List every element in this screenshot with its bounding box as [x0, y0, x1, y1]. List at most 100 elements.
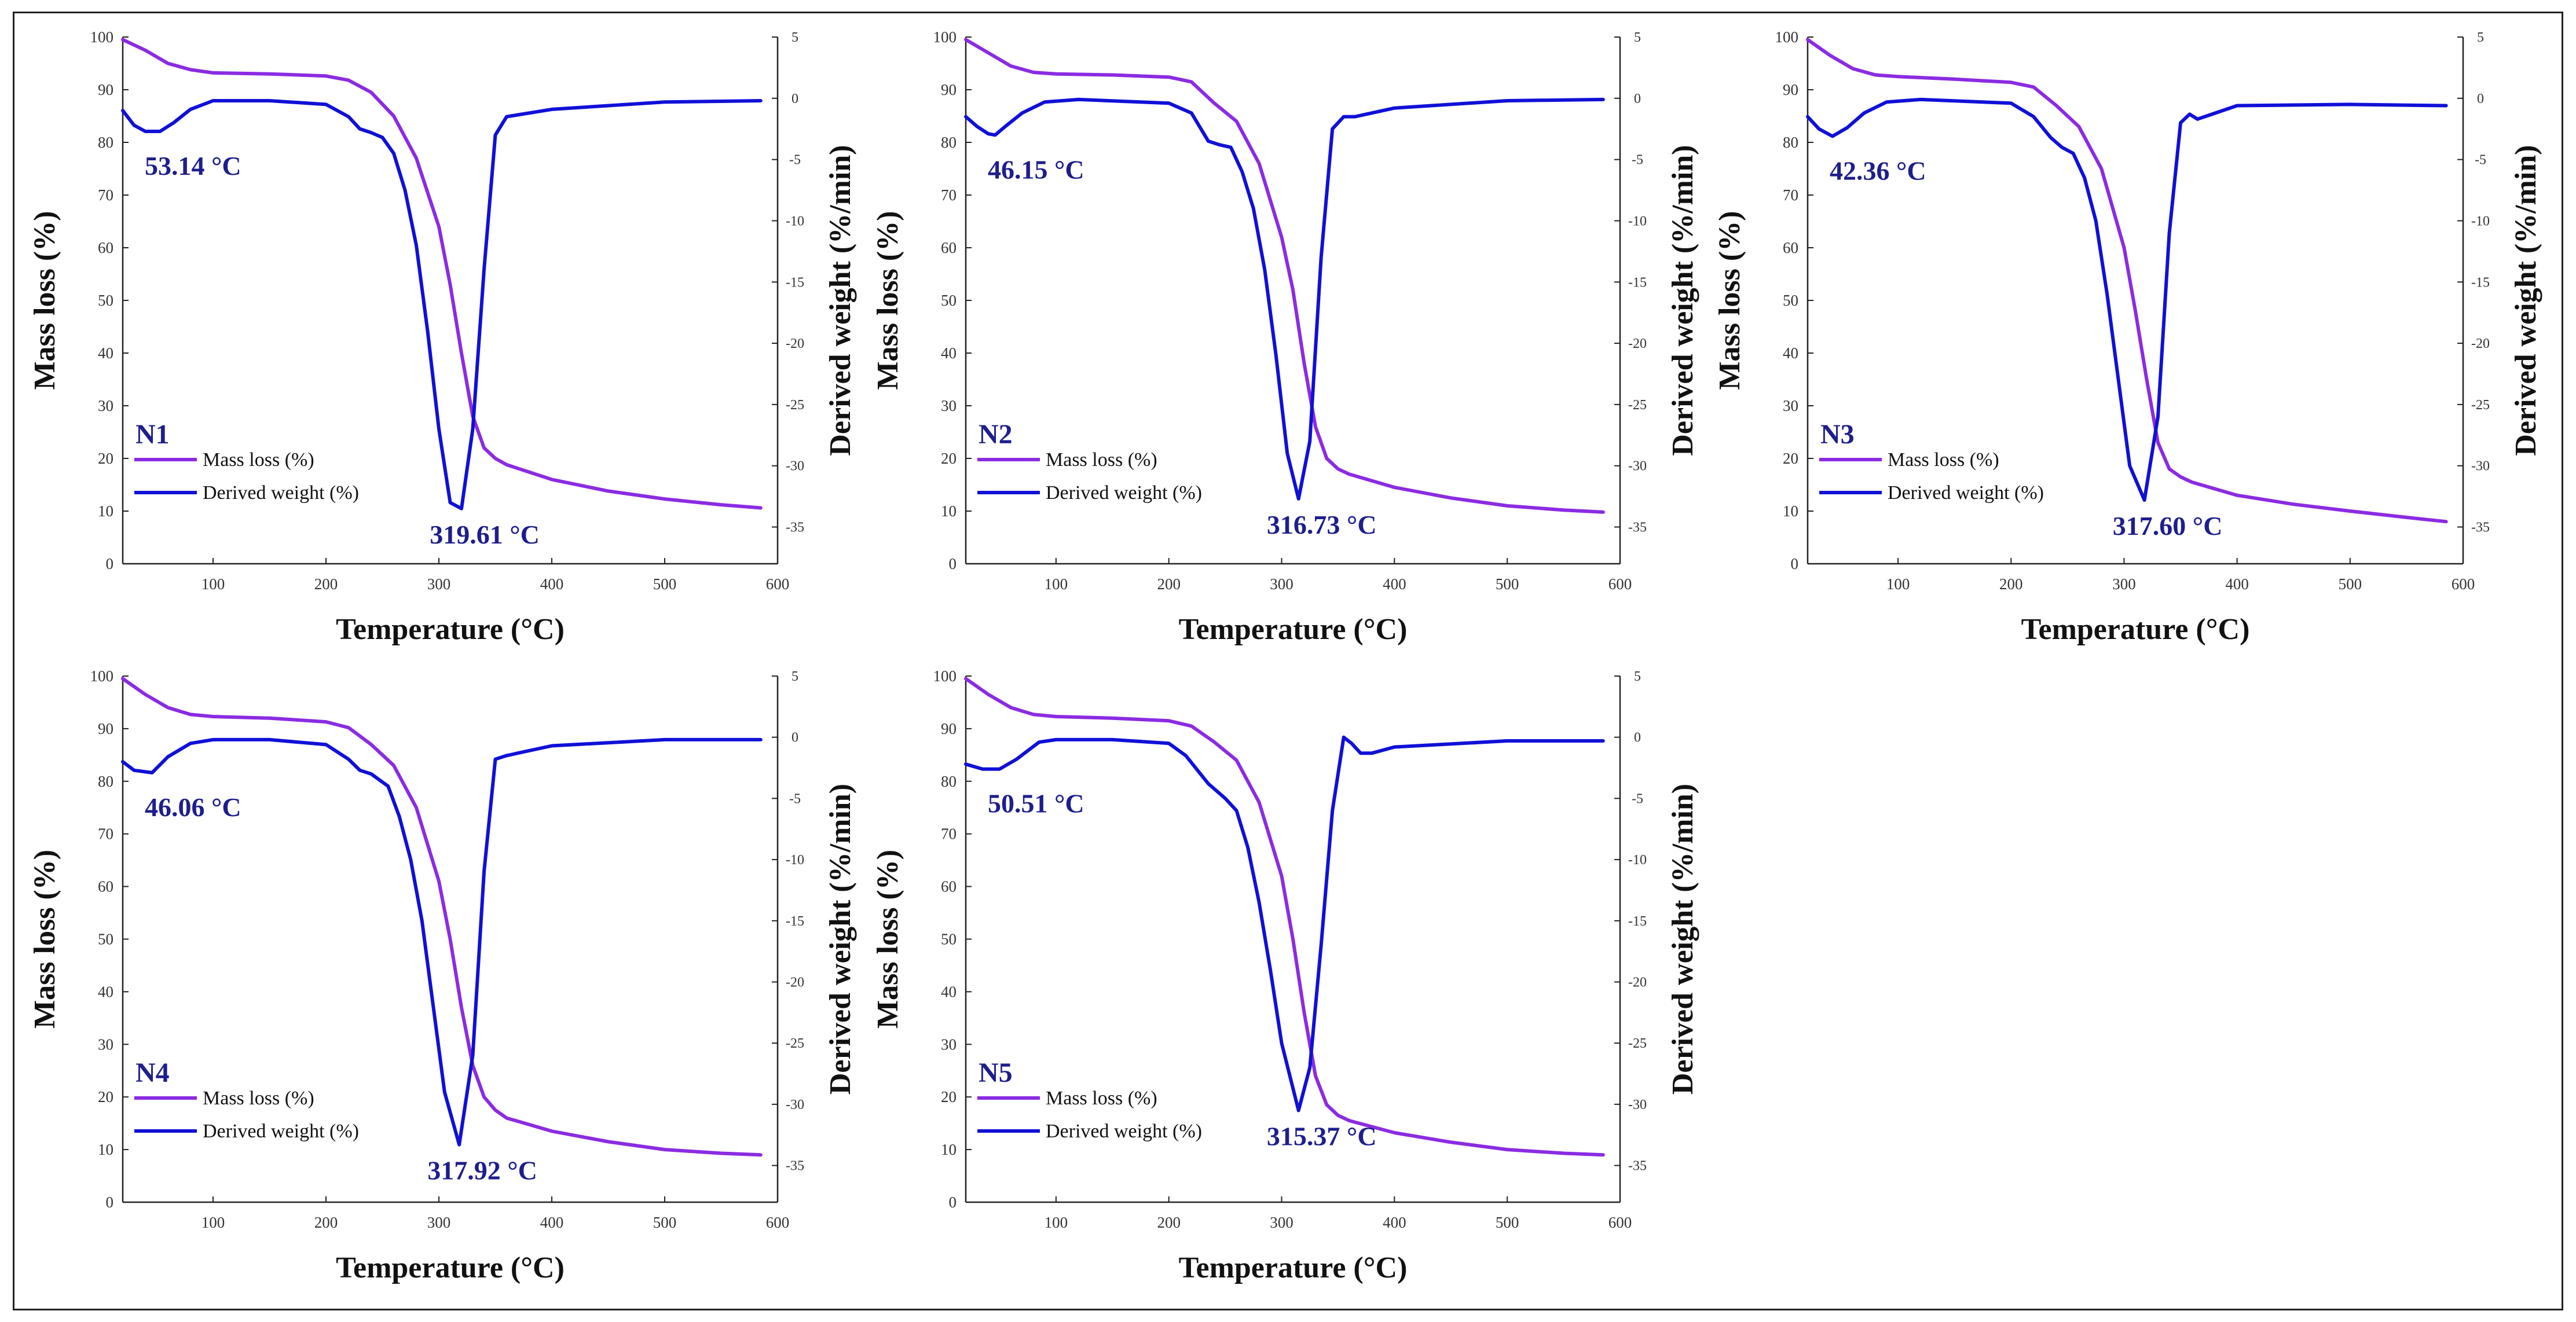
- right-tick-label: -30: [1628, 459, 1647, 474]
- left-tick-label: 0: [106, 555, 114, 572]
- bottom-tick-label: 500: [653, 1214, 677, 1231]
- bottom-tick-label: 500: [2339, 575, 2362, 593]
- bottom-tick-label: 600: [766, 575, 790, 593]
- derived-weight-series: [964, 97, 1605, 501]
- bottom-tick-label: 400: [540, 575, 564, 593]
- left-tick-label: 20: [1783, 450, 1798, 467]
- right-tick-label: -25: [1628, 1036, 1647, 1051]
- legend-label-mass: Mass loss (%): [1046, 1088, 1157, 1109]
- right-tick-label: -20: [786, 336, 804, 351]
- left-tick-label: 50: [98, 931, 113, 948]
- bottom-tick-label: 300: [2112, 575, 2136, 593]
- left-tick-label: 50: [941, 292, 957, 309]
- right-tick-label: 0: [1634, 730, 1641, 746]
- right-tick-label: -35: [786, 520, 804, 535]
- right-tick-label: -20: [2471, 336, 2490, 351]
- x-axis-label: Temperature (°C): [1179, 1251, 1408, 1284]
- bottom-tick-label: 600: [2452, 575, 2475, 593]
- left-tick-label: 90: [941, 720, 957, 737]
- y-axis-label: Mass loss (%): [28, 211, 61, 390]
- low-peak-annotation: 50.51 °C: [988, 789, 1084, 818]
- right-tick-label: -25: [1628, 398, 1647, 413]
- left-tick-label: 0: [106, 1194, 114, 1211]
- right-tick-label: -20: [1628, 975, 1647, 990]
- mass-loss-series: [964, 38, 1605, 514]
- bottom-tick-label: 300: [1270, 1214, 1294, 1231]
- right-tick-label: -10: [1628, 853, 1647, 868]
- y2-axis-label: Derived weight (%/min): [824, 784, 857, 1095]
- left-tick-label: 10: [1783, 502, 1798, 520]
- bottom-tick-label: 400: [1383, 575, 1406, 593]
- bottom-tick-label: 100: [201, 1214, 225, 1231]
- left-tick-label: 30: [98, 397, 113, 414]
- bottom-tick-label: 300: [1270, 575, 1294, 593]
- right-tick-label: -30: [786, 459, 804, 474]
- left-tick-label: 40: [941, 344, 957, 362]
- left-tick-label: 50: [941, 931, 957, 948]
- panel-label: N5: [979, 1057, 1013, 1088]
- left-tick-label: 30: [941, 1035, 957, 1053]
- bottom-tick-label: 600: [1608, 575, 1632, 593]
- left-tick-label: 20: [98, 450, 113, 467]
- right-tick-label: -5: [1632, 791, 1643, 806]
- left-tick-label: 40: [98, 344, 113, 362]
- left-tick-label: 0: [949, 555, 957, 572]
- right-tick-label: -10: [786, 214, 804, 229]
- y-axis-label: Mass loss (%): [871, 850, 904, 1029]
- left-tick-label: 30: [1783, 397, 1798, 414]
- right-tick-label: -35: [1628, 1159, 1647, 1174]
- right-tick-label: -35: [2471, 520, 2490, 535]
- right-tick-label: -5: [789, 153, 801, 168]
- bottom-tick-label: 500: [1496, 575, 1519, 593]
- left-tick-label: 20: [941, 450, 957, 467]
- mass-loss-series: [1806, 38, 2448, 524]
- left-tick-label: 40: [98, 983, 113, 1000]
- right-tick-label: -25: [2471, 398, 2490, 413]
- left-tick-label: 90: [1783, 81, 1798, 98]
- right-tick-label: -30: [2471, 459, 2490, 474]
- y2-axis-label: Derived weight (%/min): [1666, 145, 1699, 456]
- left-tick-label: 50: [98, 292, 113, 309]
- main-peak-annotation: 317.92 °C: [427, 1156, 537, 1185]
- bottom-tick-label: 200: [1157, 1214, 1181, 1231]
- legend-label-derived: Derived weight (%): [1046, 482, 1202, 504]
- right-tick-label: -25: [786, 398, 804, 413]
- right-tick-label: 5: [1634, 30, 1641, 45]
- mass-loss-series: [121, 38, 763, 510]
- left-tick-label: 20: [98, 1088, 113, 1106]
- bottom-tick-label: 100: [1045, 575, 1068, 593]
- right-tick-label: 0: [2477, 91, 2484, 107]
- y2-axis-label: Derived weight (%/min): [1666, 784, 1699, 1095]
- main-peak-annotation: 316.73 °C: [1267, 510, 1377, 539]
- right-tick-label: -5: [1632, 153, 1643, 168]
- left-tick-label: 80: [941, 134, 957, 151]
- left-tick-label: 50: [1783, 292, 1798, 309]
- y-axis-label: Mass loss (%): [871, 211, 904, 390]
- right-tick-label: -35: [786, 1159, 804, 1174]
- right-tick-label: -20: [786, 975, 804, 990]
- left-tick-label: 60: [98, 239, 113, 256]
- mass-loss-series: [121, 677, 763, 1157]
- legend-label-derived: Derived weight (%): [1046, 1121, 1202, 1142]
- left-tick-label: 30: [941, 397, 957, 414]
- bottom-tick-label: 500: [653, 575, 677, 593]
- x-axis-label: Temperature (°C): [336, 613, 565, 646]
- derived-weight-series: [121, 99, 763, 511]
- legend-label-mass: Mass loss (%): [1046, 449, 1157, 471]
- right-tick-label: -10: [786, 853, 804, 868]
- bottom-tick-label: 100: [201, 575, 225, 593]
- right-tick-label: -5: [789, 791, 801, 806]
- right-tick-label: -15: [1628, 914, 1647, 929]
- bottom-tick-label: 200: [1157, 575, 1181, 593]
- right-tick-label: -10: [2471, 214, 2490, 229]
- left-tick-label: 100: [1775, 28, 1799, 46]
- right-tick-label: 0: [792, 91, 798, 107]
- left-tick-label: 80: [98, 773, 113, 790]
- right-tick-label: 5: [1634, 669, 1641, 684]
- left-tick-label: 100: [933, 667, 957, 685]
- right-tick-label: -15: [786, 914, 804, 929]
